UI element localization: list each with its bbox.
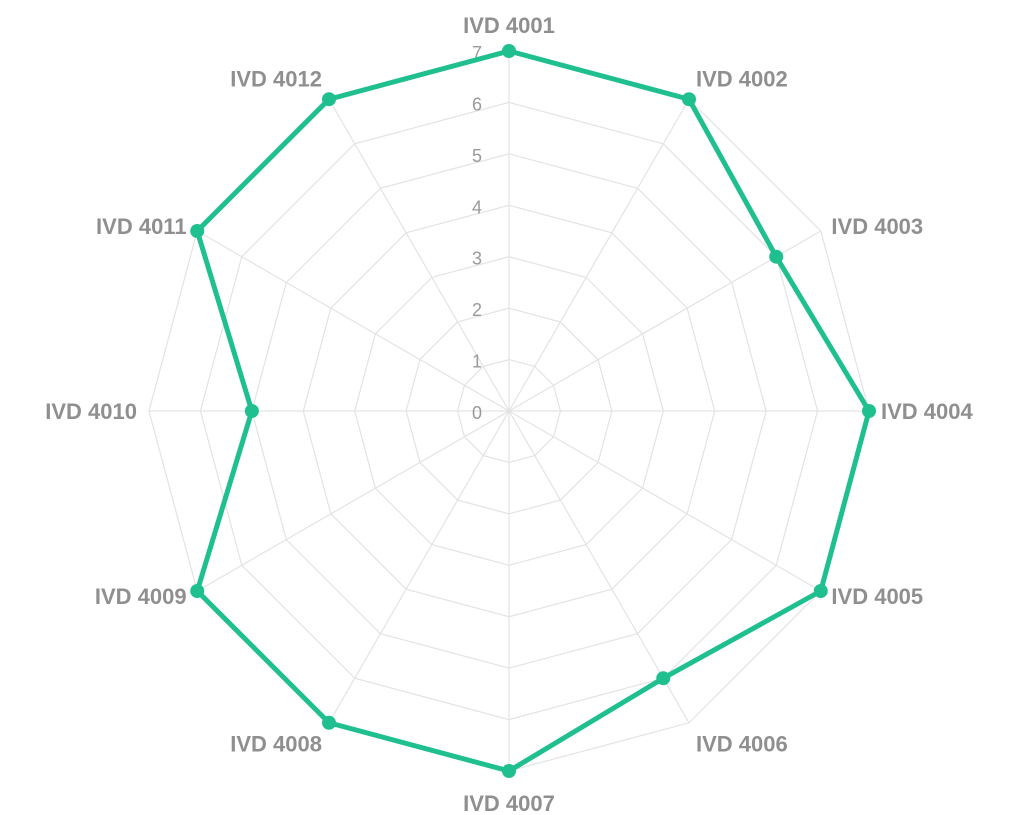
category-label: IVD 4004 (881, 399, 973, 424)
data-point (322, 92, 336, 107)
grid-spoke (328, 410, 510, 724)
grid-spoke (508, 98, 690, 412)
grid-spoke (196, 410, 510, 592)
category-label: IVD 4007 (463, 791, 555, 815)
category-label: IVD 4002 (696, 67, 788, 92)
series-layer (190, 44, 876, 778)
data-point (862, 404, 876, 418)
data-point (656, 671, 671, 686)
data-point (244, 404, 259, 418)
radial-tick-label: 0 (472, 403, 482, 423)
radial-tick-label: 1 (472, 352, 482, 372)
category-label: IVD 4008 (230, 731, 322, 756)
grid-spoke (196, 230, 510, 412)
category-label: IVD 4006 (696, 731, 788, 756)
category-label-layer: IVD 4001 IVD 4002 IVD 4003 IVD 4004 IVD 4005… (45, 13, 973, 815)
category-label: IVD 4003 (831, 214, 923, 239)
radial-tick-label: 6 (472, 94, 482, 114)
category-label: IVD 4011 (96, 214, 187, 239)
category-label: IVD 4010 (45, 399, 137, 424)
radial-tick-label: 5 (472, 146, 482, 166)
data-point (322, 715, 336, 730)
category-label: IVD 4012 (230, 67, 322, 92)
grid-spoke (328, 98, 510, 412)
category-label: IVD 4009 (95, 584, 187, 609)
data-point (502, 44, 516, 58)
radial-tick-label: 4 (472, 197, 482, 217)
radial-tick-label: 7 (472, 43, 482, 63)
data-point (190, 224, 205, 238)
grid-spoke (508, 410, 822, 592)
radial-tick-label: 3 (472, 249, 482, 269)
category-label: IVD 4005 (831, 584, 923, 609)
data-point (769, 249, 784, 264)
grid-spoke (508, 230, 822, 412)
category-label: IVD 4001 (463, 13, 555, 38)
grid-spoke (508, 410, 690, 724)
data-point (190, 584, 205, 598)
data-point (502, 764, 516, 778)
tick-layer: 0 1 2 3 4 5 6 7 (472, 43, 482, 423)
radial-tick-label: 2 (472, 300, 482, 320)
data-point (813, 584, 828, 598)
data-point (682, 92, 696, 107)
